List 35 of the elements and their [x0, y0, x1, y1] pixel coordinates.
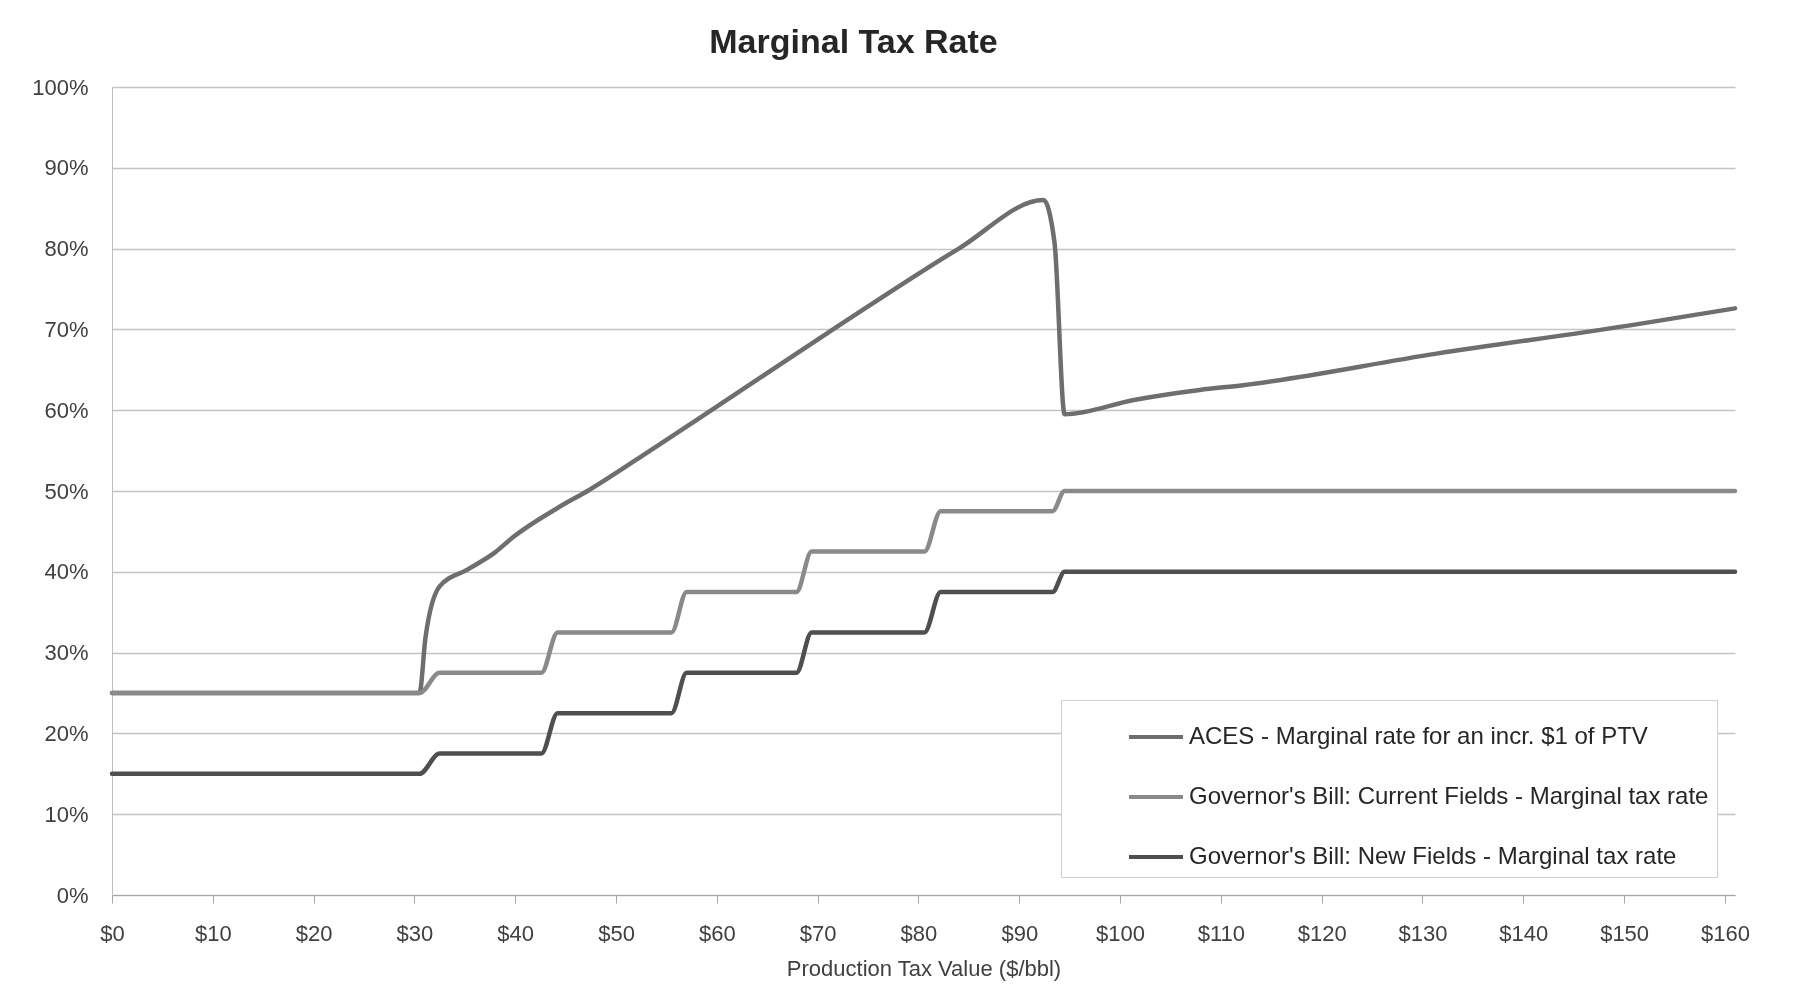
chart-title: Marginal Tax Rate [709, 22, 998, 60]
y-tick-label: 30% [44, 640, 89, 666]
y-tick-label: 10% [44, 801, 89, 827]
x-tick-label: $60 [698, 920, 736, 946]
x-tick-label: $150 [1600, 920, 1650, 946]
y-tick-label: 90% [44, 155, 89, 181]
y-tick-label: 100% [32, 74, 89, 100]
y-tick-label: 0% [56, 882, 89, 908]
legend-label: Governor's Bill: New Fields - Marginal tax rate [1189, 842, 1677, 869]
x-tick-label: $160 [1700, 920, 1750, 946]
line-series [109, 488, 1738, 696]
y-tick-label: 80% [44, 236, 89, 262]
y-tick-label: 40% [44, 559, 89, 585]
y-tick-label: 50% [44, 478, 89, 504]
legend-label: ACES - Marginal rate for an incr. $1 of PTV [1189, 722, 1648, 749]
x-tick-label: $140 [1499, 920, 1549, 946]
x-tick-label: $120 [1297, 920, 1347, 946]
x-tick-label: $30 [396, 920, 434, 946]
x-tick-label: $130 [1398, 920, 1448, 946]
x-tick-label: $20 [295, 920, 333, 946]
x-tick-label: $100 [1096, 920, 1146, 946]
x-tick-label: $70 [799, 920, 837, 946]
x-axis-title: Production Tax Value ($/bbl) [786, 955, 1062, 981]
line-series [109, 569, 1738, 777]
legend-label: Governor's Bill: Current Fields - Marginal tax rate [1189, 782, 1709, 809]
y-tick-label: 20% [44, 720, 89, 746]
x-tick-label: $40 [497, 920, 535, 946]
y-tick-label: 60% [44, 397, 89, 423]
y-tick-label: 70% [44, 316, 89, 342]
x-tick-label: $50 [598, 920, 635, 946]
x-tick-label: $0 [100, 920, 125, 946]
x-tick-label: $80 [900, 920, 938, 946]
x-tick-label: $110 [1197, 920, 1246, 946]
x-tick-label: $90 [1001, 920, 1039, 946]
x-tick-label: $10 [194, 920, 232, 946]
